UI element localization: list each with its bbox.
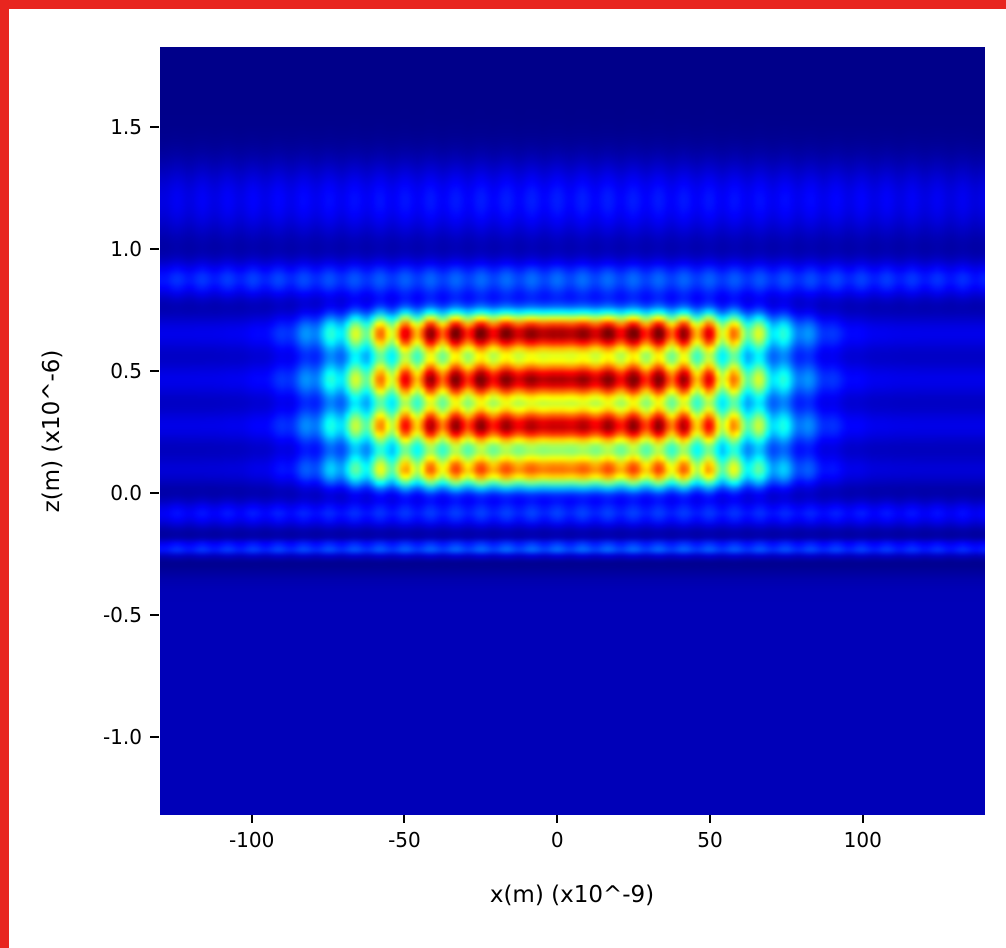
y-tick-label: -1.0 <box>102 724 142 749</box>
y-tick-mark <box>150 614 159 617</box>
y-axis-label: z(m) (x10^-6) <box>39 349 65 513</box>
x-tick-label: -100 <box>228 828 275 852</box>
y-tick-mark <box>150 492 159 495</box>
x-tick-label: -50 <box>388 828 421 852</box>
y-tick-label: 0.0 <box>110 481 142 506</box>
y-tick-label: 1.0 <box>110 237 142 262</box>
x-tick-label: 100 <box>843 828 882 852</box>
x-tick-label: 0 <box>550 828 564 852</box>
x-tick-mark <box>861 815 864 823</box>
heatmap-plot <box>160 47 985 815</box>
x-tick-mark <box>556 815 559 823</box>
y-tick-label: -0.5 <box>102 603 142 628</box>
y-tick-label: 1.5 <box>110 115 142 140</box>
y-tick-mark <box>150 126 159 129</box>
x-tick-mark <box>403 815 406 823</box>
y-tick-mark <box>150 735 159 738</box>
x-tick-label: 50 <box>697 828 723 852</box>
red-frame-left <box>0 0 9 948</box>
red-frame-top <box>0 0 1006 9</box>
x-tick-mark <box>250 815 253 823</box>
x-tick-mark <box>709 815 711 823</box>
x-axis-label: x(m) (x10^-9) <box>489 882 655 908</box>
y-tick-mark <box>150 248 159 251</box>
y-tick-label: 0.5 <box>110 359 142 384</box>
y-tick-mark <box>150 370 159 373</box>
